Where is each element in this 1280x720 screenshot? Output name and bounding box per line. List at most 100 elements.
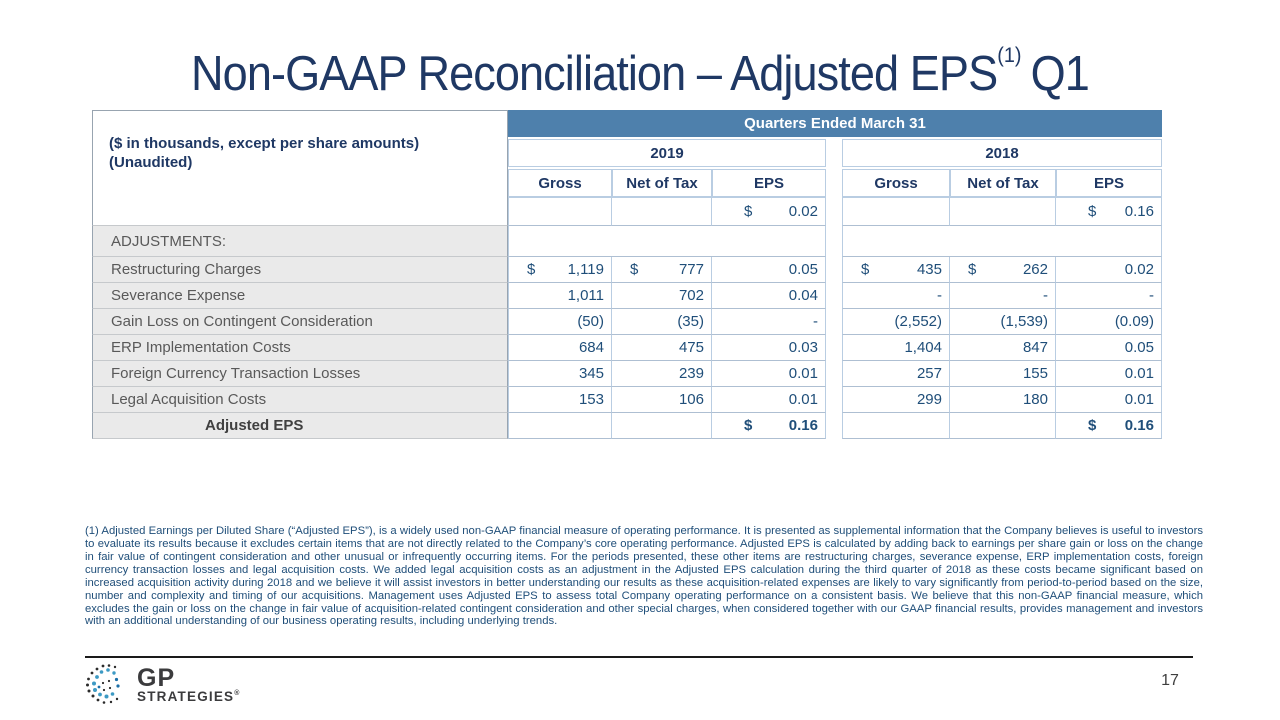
cell-value: 155 [1022,365,1048,382]
row-label [92,197,508,226]
table-cell: 153 [508,387,612,413]
table-cell: 299 [842,387,950,413]
table-cell: 106 [612,387,712,413]
cell-symbol: $ [1088,417,1097,434]
col-header-net-2018: Net of Tax [950,169,1056,197]
cell-value: - [1043,287,1048,304]
cell-value: (2,552) [894,313,942,330]
table-caption-line1: ($ in thousands, except per share amount… [109,135,420,153]
row-label: ERP Implementation Costs [92,335,508,361]
table-cell [508,413,612,439]
cell-value: 0.01 [1124,391,1154,408]
table-cell: 1,404 [842,335,950,361]
cell-value: 106 [678,391,704,408]
table-cell: 0.03 [712,335,826,361]
table-cell: 180 [950,387,1056,413]
table-cell [842,226,1162,257]
spacer [826,387,842,413]
registered-mark: ® [234,690,241,698]
table-cell: (0.09) [1056,309,1162,335]
title-text: Non-GAAP Reconciliation – Adjusted EPS [191,47,998,101]
spacer [826,197,842,226]
table-cell: 239 [612,361,712,387]
spacer [826,226,842,257]
spacer [826,361,842,387]
table-cell [612,197,712,226]
cell-symbol: $ [744,203,753,220]
cell-symbol: $ [968,261,977,278]
year-header-2018: 2018 [842,139,1162,167]
row-label: Gain Loss on Contingent Consideration [92,309,508,335]
table-cell: 0.01 [712,361,826,387]
table-cell: $262 [950,257,1056,283]
table-cell: $0.16 [1056,197,1162,226]
table-cell: (35) [612,309,712,335]
cell-value: 0.01 [1124,365,1154,382]
year-header-2019: 2019 [508,139,826,167]
title-suffix: Q1 [1030,47,1090,101]
spacer [826,167,842,197]
table-cell: 0.05 [1056,335,1162,361]
col-header-eps-2019: EPS [712,169,826,197]
cell-value: 684 [578,339,604,356]
cell-value: 0.01 [788,365,818,382]
row-label-adjustments: ADJUSTMENTS: [92,226,508,257]
table-cell: (1,539) [950,309,1056,335]
cell-value: 0.16 [788,417,818,434]
table-cell [508,226,826,257]
table-cell: $777 [612,257,712,283]
cell-value: 702 [678,287,704,304]
cell-value: 1,119 [567,261,604,278]
cell-symbol: $ [630,261,639,278]
spacer [826,283,842,309]
col-header-gross-2019: Gross [508,169,612,197]
cell-value: - [1149,287,1154,304]
cell-value: 0.05 [1124,339,1154,356]
logo-line1: GP [137,663,176,692]
cell-value: 257 [916,365,942,382]
table-cell: 684 [508,335,612,361]
row-label: Foreign Currency Transaction Losses [92,361,508,387]
spacer [826,257,842,283]
cell-value: 777 [678,261,704,278]
table-cell: 0.01 [1056,387,1162,413]
table-cell: (2,552) [842,309,950,335]
cell-value: 1,011 [567,287,604,304]
cell-value: 475 [678,339,704,356]
table-cell: 257 [842,361,950,387]
spacer [826,335,842,361]
footer-divider [85,656,1193,658]
cell-value: 262 [1022,261,1048,278]
cell-symbol: $ [861,261,870,278]
table-cell: 345 [508,361,612,387]
cell-value: (35) [677,313,704,330]
table-cell [508,197,612,226]
table-cell: 1,011 [508,283,612,309]
spacer [826,413,842,439]
table-cell: 0.05 [712,257,826,283]
cell-value: 180 [1022,391,1048,408]
cell-value: (1,539) [1000,313,1048,330]
cell-value: - [937,287,942,304]
cell-value: 0.16 [1124,203,1154,220]
cell-value: 0.01 [788,391,818,408]
spacer [826,137,842,167]
cell-value: 153 [578,391,604,408]
table-cell: 475 [612,335,712,361]
table-cell: - [712,309,826,335]
col-header-eps-2018: EPS [1056,169,1162,197]
table-cell: $435 [842,257,950,283]
gp-strategies-logo: GP STRATEGIES® [85,663,241,709]
cell-value: 847 [1022,339,1048,356]
col-header-net-2019: Net of Tax [612,169,712,197]
table-cell: (50) [508,309,612,335]
page-number: 17 [1161,672,1179,689]
gp-strategies-logo-icon [86,664,120,704]
cell-value: 0.05 [788,261,818,278]
cell-value: (0.09) [1114,313,1154,330]
cell-value: - [813,313,818,330]
table-cell: $0.02 [712,197,826,226]
table-cell: 0.02 [1056,257,1162,283]
table-cell [842,197,950,226]
